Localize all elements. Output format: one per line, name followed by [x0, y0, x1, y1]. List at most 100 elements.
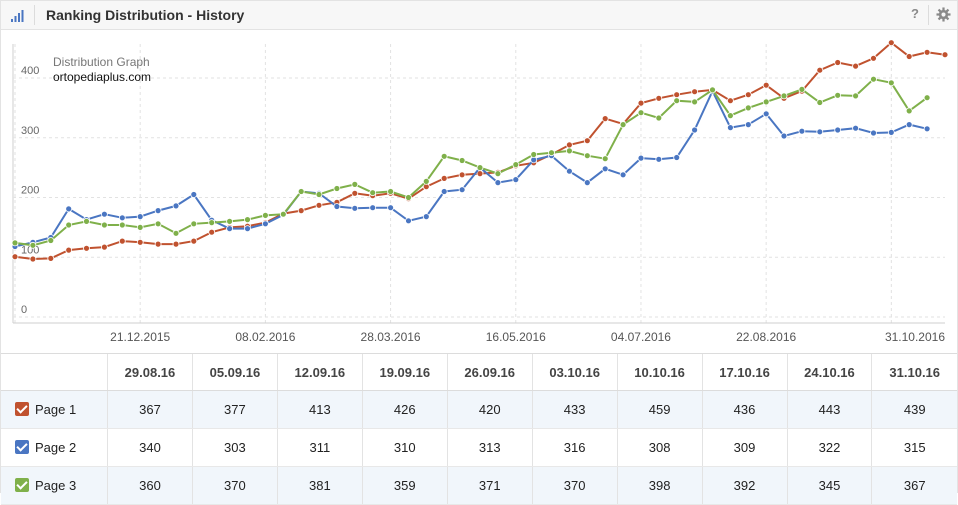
data-point[interactable] [887, 79, 895, 87]
help-icon[interactable]: ? [911, 6, 919, 21]
data-point[interactable] [118, 237, 126, 245]
data-point[interactable] [11, 239, 19, 247]
data-point[interactable] [333, 203, 341, 210]
data-point[interactable] [834, 91, 842, 99]
data-point[interactable] [351, 204, 359, 212]
data-point[interactable] [244, 216, 251, 224]
series-checkbox[interactable] [15, 440, 29, 454]
data-point[interactable] [11, 253, 19, 261]
data-point[interactable] [816, 66, 824, 74]
data-point[interactable] [154, 207, 162, 215]
data-point[interactable] [494, 179, 502, 187]
data-point[interactable] [655, 94, 663, 102]
data-point[interactable] [136, 223, 144, 231]
data-point[interactable] [870, 75, 877, 83]
data-point[interactable] [834, 59, 842, 66]
data-point[interactable] [208, 228, 216, 236]
data-point[interactable] [29, 255, 37, 263]
data-point[interactable] [870, 129, 877, 137]
data-point[interactable] [387, 204, 395, 212]
data-point[interactable] [261, 211, 269, 219]
data-point[interactable] [101, 210, 108, 218]
data-point[interactable] [154, 220, 162, 228]
data-point[interactable] [118, 214, 126, 222]
data-point[interactable] [673, 97, 681, 105]
data-point[interactable] [172, 240, 180, 248]
data-point[interactable] [297, 207, 305, 215]
data-point[interactable] [637, 99, 645, 107]
data-point[interactable] [297, 188, 305, 195]
data-point[interactable] [583, 152, 591, 160]
data-point[interactable] [566, 147, 573, 155]
data-point[interactable] [780, 132, 788, 140]
data-point[interactable] [744, 91, 752, 99]
data-point[interactable] [387, 188, 395, 195]
data-point[interactable] [744, 121, 752, 128]
data-point[interactable] [47, 237, 55, 244]
data-point[interactable] [351, 180, 359, 188]
data-point[interactable] [798, 86, 806, 93]
data-point[interactable] [136, 213, 144, 221]
data-point[interactable] [923, 94, 931, 102]
data-point[interactable] [887, 39, 895, 47]
data-point[interactable] [780, 92, 788, 100]
data-point[interactable] [637, 109, 645, 117]
data-point[interactable] [458, 171, 466, 179]
data-point[interactable] [458, 157, 466, 164]
data-point[interactable] [154, 240, 162, 248]
data-point[interactable] [190, 237, 198, 245]
data-point[interactable] [798, 127, 806, 135]
data-point[interactable] [83, 217, 90, 225]
data-point[interactable] [816, 99, 824, 106]
data-point[interactable] [852, 62, 859, 70]
data-point[interactable] [29, 241, 37, 249]
data-point[interactable] [369, 204, 377, 212]
series-checkbox[interactable] [15, 478, 29, 492]
data-point[interactable] [190, 191, 198, 198]
data-point[interactable] [905, 107, 913, 115]
data-point[interactable] [691, 98, 698, 106]
data-point[interactable] [673, 154, 681, 161]
data-point[interactable] [905, 53, 913, 60]
data-point[interactable] [101, 243, 108, 251]
data-point[interactable] [601, 155, 609, 163]
data-point[interactable] [512, 161, 520, 169]
data-point[interactable] [244, 225, 251, 233]
data-point[interactable] [905, 121, 913, 128]
data-point[interactable] [333, 185, 341, 192]
data-point[interactable] [566, 141, 573, 149]
data-point[interactable] [727, 97, 734, 105]
data-point[interactable] [65, 205, 73, 213]
data-point[interactable] [637, 154, 645, 162]
data-point[interactable] [530, 151, 538, 158]
data-point[interactable] [583, 137, 591, 145]
data-point[interactable] [190, 220, 198, 228]
data-point[interactable] [136, 238, 144, 246]
data-point[interactable] [440, 152, 448, 160]
data-point[interactable] [727, 124, 734, 131]
data-point[interactable] [852, 124, 859, 132]
data-point[interactable] [369, 189, 377, 197]
data-point[interactable] [83, 244, 90, 252]
data-point[interactable] [923, 125, 931, 133]
data-point[interactable] [887, 129, 895, 136]
data-point[interactable] [709, 86, 716, 94]
data-point[interactable] [601, 165, 609, 173]
data-point[interactable] [566, 167, 573, 175]
data-point[interactable] [422, 177, 430, 185]
data-point[interactable] [923, 48, 931, 56]
data-point[interactable] [494, 170, 502, 178]
data-point[interactable] [405, 217, 412, 225]
data-point[interactable] [834, 126, 842, 134]
data-point[interactable] [816, 128, 824, 136]
data-point[interactable] [619, 121, 627, 128]
data-point[interactable] [226, 217, 234, 225]
data-point[interactable] [315, 201, 323, 209]
data-point[interactable] [458, 186, 466, 194]
data-point[interactable] [852, 92, 859, 100]
data-point[interactable] [691, 88, 698, 96]
data-point[interactable] [655, 114, 663, 122]
data-point[interactable] [422, 213, 430, 221]
data-point[interactable] [208, 219, 216, 227]
data-point[interactable] [405, 194, 412, 201]
